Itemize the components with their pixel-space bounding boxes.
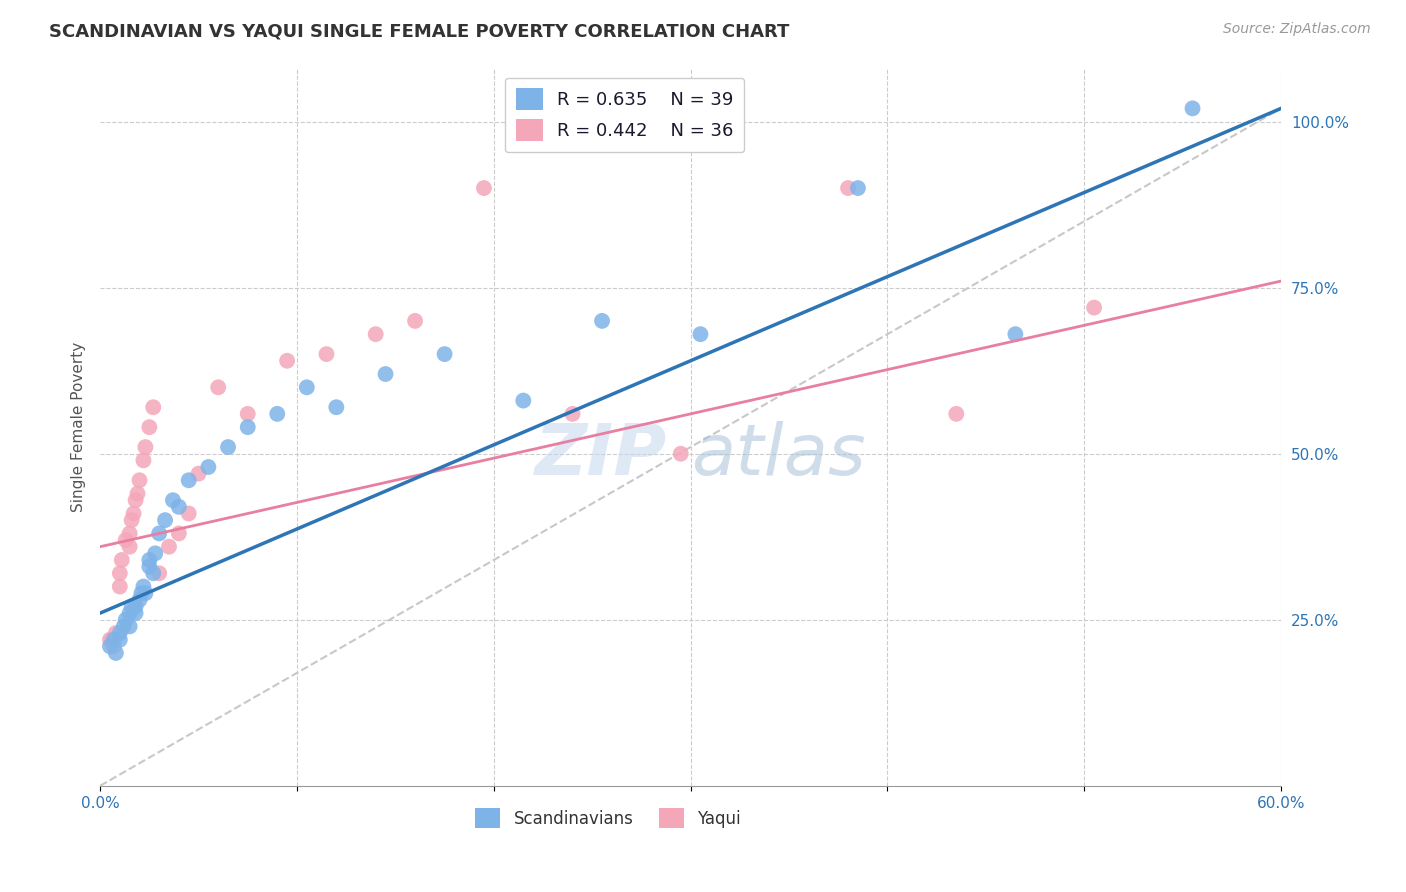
Point — [118, 606, 141, 620]
Point — [138, 553, 160, 567]
Point — [108, 626, 131, 640]
Point — [122, 507, 145, 521]
Point — [187, 467, 209, 481]
Point — [236, 407, 259, 421]
Point — [433, 347, 456, 361]
Point — [103, 632, 125, 647]
Point — [114, 613, 136, 627]
Point — [121, 513, 143, 527]
Text: SCANDINAVIAN VS YAQUI SINGLE FEMALE POVERTY CORRELATION CHART: SCANDINAVIAN VS YAQUI SINGLE FEMALE POVE… — [49, 22, 790, 40]
Point — [121, 599, 143, 614]
Point — [127, 486, 149, 500]
Point — [124, 599, 146, 614]
Point — [669, 447, 692, 461]
Point — [295, 380, 318, 394]
Point — [98, 640, 121, 654]
Point — [101, 632, 124, 647]
Point — [124, 493, 146, 508]
Point — [404, 314, 426, 328]
Point — [177, 507, 200, 521]
Point — [177, 473, 200, 487]
Point — [124, 606, 146, 620]
Point — [142, 401, 165, 415]
Point — [134, 586, 156, 600]
Point — [236, 420, 259, 434]
Point — [266, 407, 288, 421]
Point — [114, 533, 136, 547]
Point — [207, 380, 229, 394]
Point — [138, 559, 160, 574]
Point — [325, 401, 347, 415]
Point — [118, 619, 141, 633]
Point — [1181, 101, 1204, 115]
Point — [128, 473, 150, 487]
Point — [846, 181, 869, 195]
Y-axis label: Single Female Poverty: Single Female Poverty — [72, 342, 86, 512]
Point — [104, 626, 127, 640]
Point — [148, 566, 170, 581]
Point — [1004, 327, 1026, 342]
Point — [98, 632, 121, 647]
Point — [142, 566, 165, 581]
Point — [689, 327, 711, 342]
Point — [364, 327, 387, 342]
Point — [111, 553, 134, 567]
Point — [197, 460, 219, 475]
Point — [118, 526, 141, 541]
Legend: Scandinavians, Yaqui: Scandinavians, Yaqui — [468, 801, 747, 835]
Point — [1083, 301, 1105, 315]
Point — [217, 440, 239, 454]
Point — [157, 540, 180, 554]
Point — [128, 592, 150, 607]
Point — [112, 619, 135, 633]
Point — [167, 500, 190, 514]
Point — [108, 580, 131, 594]
Point — [132, 580, 155, 594]
Point — [134, 440, 156, 454]
Point — [945, 407, 967, 421]
Point — [131, 586, 153, 600]
Point — [153, 513, 176, 527]
Point — [374, 367, 396, 381]
Point — [103, 640, 125, 654]
Point — [561, 407, 583, 421]
Point — [138, 420, 160, 434]
Point — [104, 646, 127, 660]
Point — [167, 526, 190, 541]
Text: ZIP: ZIP — [534, 421, 666, 491]
Point — [276, 353, 298, 368]
Point — [143, 546, 166, 560]
Point — [132, 453, 155, 467]
Text: atlas: atlas — [690, 421, 865, 491]
Point — [591, 314, 613, 328]
Point — [108, 632, 131, 647]
Point — [162, 493, 184, 508]
Point — [118, 540, 141, 554]
Point — [148, 526, 170, 541]
Point — [512, 393, 534, 408]
Point — [108, 566, 131, 581]
Point — [472, 181, 495, 195]
Text: Source: ZipAtlas.com: Source: ZipAtlas.com — [1223, 22, 1371, 37]
Point — [837, 181, 859, 195]
Point — [315, 347, 337, 361]
